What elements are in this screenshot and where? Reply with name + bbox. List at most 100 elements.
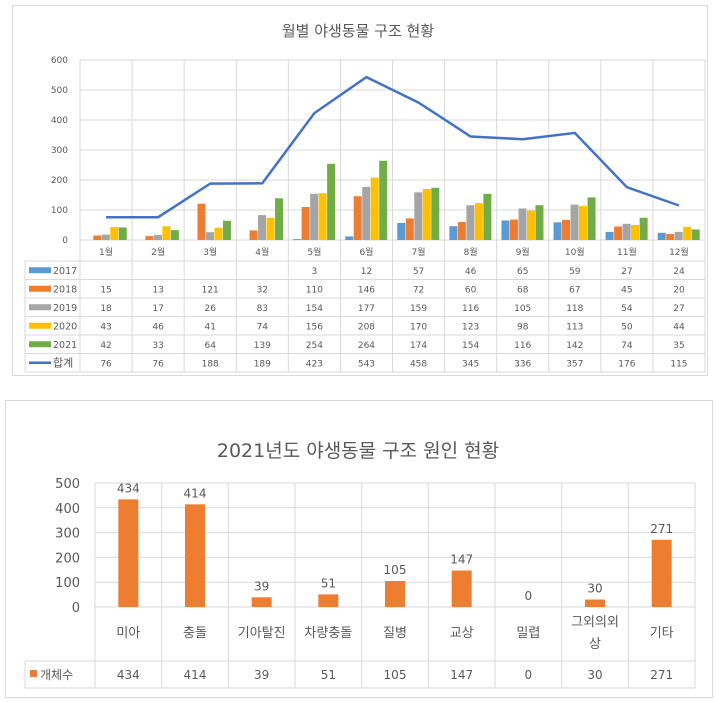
data-label: 271: [650, 522, 673, 536]
bar-2019: [101, 234, 110, 240]
legend-label: 2020: [53, 321, 77, 332]
table-cell: 76: [100, 359, 112, 369]
x-tick-label: 그외의외: [571, 615, 619, 630]
bar-2021: [535, 205, 544, 240]
bar-2021: [327, 163, 336, 240]
bar-2018: [457, 222, 466, 240]
x-tick-label: 질병: [383, 626, 407, 641]
table-cell: 50: [621, 322, 633, 332]
bar-2017: [553, 222, 562, 240]
table-cell: 46: [465, 267, 477, 277]
x-tick-label: 4월: [255, 246, 269, 258]
bar-2019: [622, 223, 631, 240]
x-tick-label: 2월: [151, 246, 165, 258]
table-cell: 59: [569, 267, 581, 277]
chart2-title: 2021년도 야생동물 구조 원인 현황: [217, 440, 499, 462]
x-tick-label: 교상: [450, 626, 474, 641]
table-cell: 17: [152, 304, 163, 314]
bar-2017: [397, 222, 406, 240]
bar-2020: [318, 193, 327, 240]
table-cell: 27: [621, 267, 632, 277]
table-cell: 110: [306, 285, 323, 295]
table-cell: 105: [514, 304, 531, 314]
table-cell: 543: [358, 359, 375, 369]
table-cell: 105: [384, 668, 407, 682]
bar-2018: [249, 230, 258, 240]
bar: [651, 539, 672, 607]
table-cell: 116: [514, 341, 531, 351]
table-cell: 188: [202, 359, 219, 369]
bar: [118, 499, 139, 607]
table-cell: 271: [650, 668, 673, 682]
bar-2021: [379, 160, 388, 240]
bar-2020: [422, 189, 431, 240]
bar-2020: [214, 227, 223, 240]
table-cell: 76: [152, 359, 164, 369]
table-cell: 24: [673, 267, 685, 277]
x-tick-label: 6월: [359, 246, 373, 258]
table-cell: 147: [450, 668, 473, 682]
bar: [251, 597, 272, 607]
x-tick-label: 5월: [307, 246, 321, 258]
bar-2018: [93, 235, 102, 240]
table-cell: 345: [462, 359, 479, 369]
x-tick-label: 9월: [516, 246, 530, 258]
table-cell: 189: [254, 359, 271, 369]
bar-2020: [631, 225, 640, 240]
bar-2020: [110, 227, 119, 240]
bar-2021: [639, 217, 648, 240]
bar-2021: [275, 198, 284, 240]
table-cell: 336: [514, 359, 531, 369]
legend-label: 2021: [53, 340, 77, 351]
data-label: 39: [254, 579, 269, 593]
table-cell: 41: [204, 322, 215, 332]
table-cell: 44: [673, 322, 685, 332]
y-tick-label: 600: [51, 56, 68, 66]
bar: [585, 599, 605, 607]
bar-2018: [666, 234, 675, 240]
bar-2017: [293, 239, 302, 240]
table-cell: 67: [569, 285, 580, 295]
bar-2019: [205, 232, 214, 240]
y-tick-label: 100: [51, 206, 68, 216]
table-cell: 118: [566, 304, 583, 314]
x-tick-label: 차량충돌: [304, 626, 352, 641]
table-cell: 45: [621, 285, 632, 295]
bar-2021: [170, 230, 179, 240]
bar-2021: [587, 197, 596, 240]
table-cell: 43: [100, 322, 111, 332]
data-label: 0: [525, 589, 533, 603]
bar-2019: [362, 186, 371, 240]
table-cell: 13: [152, 285, 163, 295]
bar-2019: [153, 234, 162, 240]
y-tick-label: 300: [55, 527, 80, 542]
table-cell: 30: [587, 668, 602, 682]
legend-label: 합계: [53, 356, 73, 369]
table-cell: 83: [257, 304, 268, 314]
legend-label: 2018: [53, 284, 77, 295]
y-tick-label: 0: [72, 601, 80, 616]
table-cell: 170: [410, 322, 427, 332]
table-cell: 32: [257, 285, 268, 295]
y-tick-label: 500: [55, 477, 80, 492]
table-cell: 208: [358, 322, 375, 332]
y-tick-label: 300: [51, 146, 68, 156]
bar-2017: [657, 232, 666, 240]
bar-2020: [474, 203, 483, 240]
x-tick-label: 10월: [565, 246, 585, 258]
table-cell: 254: [306, 341, 323, 351]
x-tick-label: 미아: [116, 626, 140, 641]
line-total: [106, 75, 680, 219]
table-cell: 123: [462, 322, 479, 332]
bar-2021: [222, 220, 231, 240]
chart2-frame: [5, 400, 713, 698]
table-cell: 39: [254, 668, 269, 682]
bar-2019: [518, 208, 527, 240]
table-cell: 174: [410, 341, 427, 351]
x-tick-label: 기아탈진: [238, 626, 286, 641]
bar: [185, 504, 205, 607]
bar-2020: [579, 206, 588, 240]
y-tick-label: 400: [51, 116, 68, 126]
bar-2018: [353, 196, 362, 240]
